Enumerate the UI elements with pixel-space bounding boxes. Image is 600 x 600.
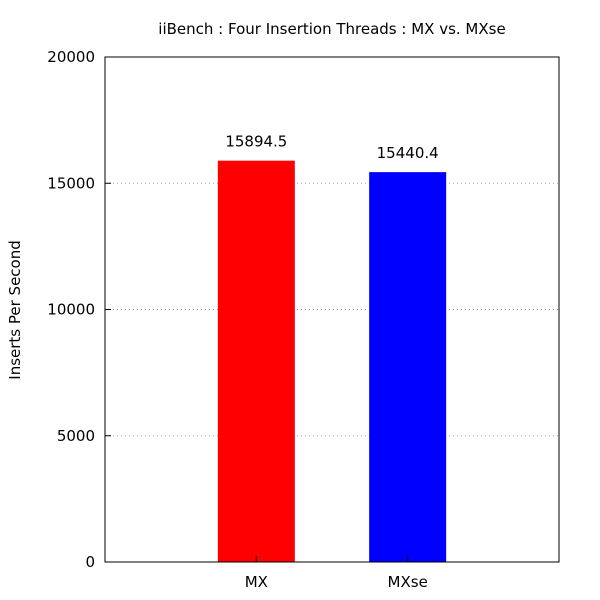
chart-title: iiBench : Four Insertion Threads : MX vs… [158,20,505,38]
y-tick-label-1: 5000 [57,427,95,445]
bar-mxse [369,172,447,563]
data-label-mx: 15894.5 [225,133,287,151]
y-tick-label-4: 20000 [47,48,95,66]
y-tick-label-0: 0 [85,553,95,571]
x-tick-label-mxse: MXse [388,573,428,591]
x-tick-label-mx: MX [245,573,268,591]
y-axis-label: Inserts Per Second [6,240,24,379]
data-label-mxse: 15440.4 [377,144,439,162]
y-tick-label-2: 10000 [47,301,95,319]
y-tick-label-3: 15000 [47,174,95,192]
bar-mx [217,160,295,562]
